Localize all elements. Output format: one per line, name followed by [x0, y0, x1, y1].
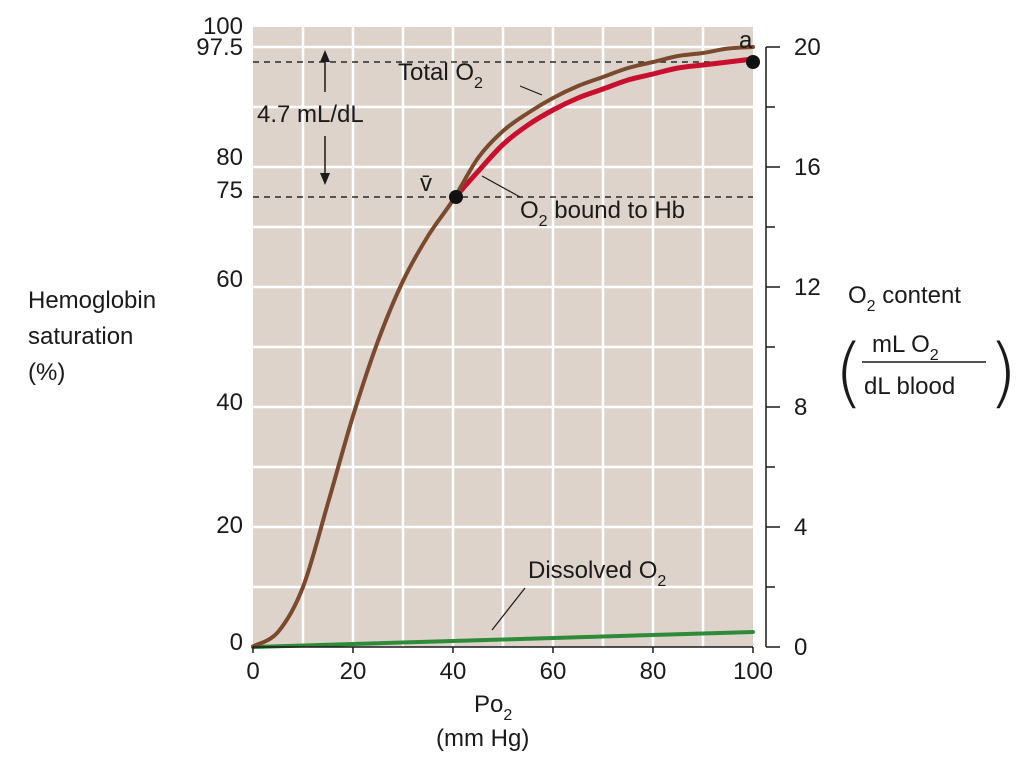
x-axis-label: Po2	[474, 691, 512, 724]
series-line-total-o2	[251, 45, 755, 649]
y-left-tick-label: 75	[216, 177, 243, 204]
fraction-numerator: mL O2	[872, 331, 939, 364]
y-left-tick-label: 100	[203, 13, 243, 40]
y-left-tick-label: 97.5	[196, 34, 243, 61]
series-line-o2-bound-to-hb	[455, 56, 756, 197]
bound-leader	[481, 175, 521, 198]
y-right-label: O2 content	[848, 282, 961, 315]
point-marker	[746, 55, 760, 69]
y-left-tick-label: 60	[216, 266, 243, 293]
point-marker	[449, 190, 463, 204]
difference-arrow	[320, 50, 330, 185]
right-paren-open: (	[834, 327, 864, 416]
dissolved-leader	[491, 587, 526, 631]
y-right-tick-label: 16	[794, 154, 821, 181]
total-o2-leader	[519, 85, 543, 96]
y-left-label: Hemoglobin saturation (%)	[28, 287, 163, 386]
x-tick-label: 80	[640, 658, 667, 685]
series-line-dissolved-o2	[251, 630, 755, 649]
y-right-tick-label: 12	[794, 274, 821, 301]
x-tick-label: 40	[440, 658, 467, 685]
y-right-tick-label: 8	[794, 394, 807, 421]
y-left-tick-label: 80	[216, 144, 243, 171]
x-tick-label: 60	[540, 658, 567, 685]
difference-label: 4.7 mL/dL	[257, 101, 364, 128]
x-ticks: 0 20 40 60 80 100	[246, 647, 773, 685]
x-tick-label: 20	[340, 658, 367, 685]
y-right-tick-label: 0	[794, 634, 807, 661]
point-label: a	[739, 27, 753, 54]
right-paren-close: )	[988, 327, 1018, 416]
y-right-tick-label: 4	[794, 514, 807, 541]
y-left-tick-label: 40	[216, 389, 243, 416]
x-tick-label: 100	[733, 658, 773, 685]
y-right-ticks: 0 4 8 12 16 20	[766, 34, 821, 661]
total-o2-label: Total O2	[398, 59, 483, 92]
y-left-tick-label: 0	[230, 629, 243, 656]
key-points: a v̄	[420, 27, 760, 204]
y-left-tick-label: 20	[216, 512, 243, 539]
fraction-denominator: dL blood	[864, 373, 955, 400]
point-label: v̄	[420, 170, 432, 197]
dissolved-label: Dissolved O2	[528, 557, 666, 590]
y-right-tick-label: 20	[794, 34, 821, 61]
x-axis-units: (mm Hg)	[436, 725, 529, 752]
bound-label: O2 bound to Hb	[520, 197, 685, 230]
series-lines	[251, 45, 756, 649]
x-tick-label: 0	[246, 658, 259, 685]
grid	[253, 27, 753, 647]
